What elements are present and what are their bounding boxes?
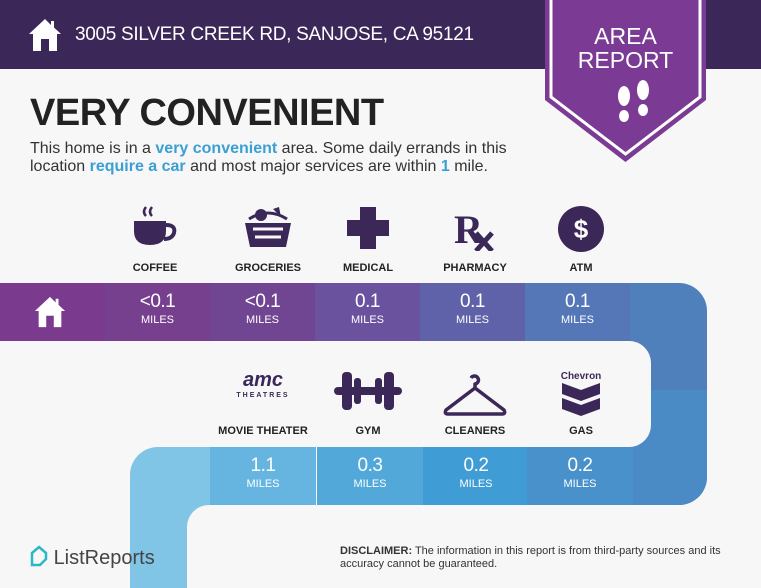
coffee-cup-icon (120, 205, 190, 255)
desc-text: mile. (449, 158, 488, 175)
distance-cell: 0.3 MILES (317, 447, 423, 505)
dollar-icon: $ (546, 205, 616, 255)
distance-cell: 1.1 MILES (210, 447, 316, 505)
category-label: MEDICAL (342, 262, 394, 274)
badge-line1: AREA (594, 23, 657, 49)
distance-value: 0.1 (460, 291, 485, 312)
distance-cell: 0.1 MILES (315, 283, 420, 341)
house-icon (34, 296, 66, 328)
amc-theatres-logo: amc THEATRES (228, 369, 298, 420)
distance-unit: MILES (560, 314, 594, 326)
svg-text:$: $ (574, 214, 589, 244)
distance-value: 0.3 (357, 455, 383, 476)
distance-unit: MILES (459, 478, 493, 490)
category-label: COFFEE (132, 262, 178, 274)
distance-unit: MILES (245, 314, 279, 326)
category-label: GAS (569, 425, 593, 437)
distance-value: 0.2 (567, 455, 593, 476)
desc-highlight: 1 (440, 158, 450, 175)
distance-cell: 0.2 MILES (423, 447, 529, 505)
desc-text: This home is in a (30, 140, 156, 157)
distance-unit: MILES (246, 478, 280, 490)
desc-text: and most major services are within (185, 158, 441, 175)
category-label: MOVIE THEATER (218, 425, 308, 437)
distance-value: 0.1 (565, 291, 590, 312)
distance-cell: 0.1 MILES (420, 283, 525, 341)
distance-unit: MILES (563, 478, 597, 490)
distance-unit: MILES (455, 314, 489, 326)
desc-highlight: very convenient (155, 140, 278, 157)
distance-value: 0.1 (355, 291, 380, 312)
logo-text: ListReports (53, 547, 155, 569)
dumbbell-icon (333, 370, 403, 420)
distance-cell: <0.1 MILES (210, 283, 315, 341)
distance-value: <0.1 (244, 291, 281, 312)
disclaimer-text: The information in this report is from t… (340, 545, 721, 570)
category-label: PHARMACY (443, 262, 507, 274)
property-address: 3005 SILVER CREEK RD, SANJOSE, CA 95121 (75, 24, 474, 45)
distance-value: 0.2 (463, 455, 489, 476)
page-title: VERY CONVENIENT (30, 92, 384, 134)
distance-value: <0.1 (139, 291, 176, 312)
listreports-logo: ListReports (30, 545, 155, 570)
category-label: ATM (569, 262, 593, 274)
desc-highlight: require a car (89, 158, 186, 175)
svg-text:THEATRES: THEATRES (236, 392, 289, 399)
house-icon (29, 19, 61, 51)
medical-cross-icon (333, 205, 403, 255)
disclaimer-label: DISCLAIMER: (340, 545, 413, 557)
footprints-icon (618, 80, 649, 122)
svg-text:Chevron: Chevron (561, 371, 602, 382)
listreports-icon (30, 545, 48, 567)
disclaimer: DISCLAIMER: The information in this repo… (340, 545, 740, 571)
path-inner-corner (187, 505, 217, 588)
badge-line2: REPORT (577, 47, 674, 73)
category-label: GROCERIES (234, 262, 301, 274)
distance-cell: 0.1 MILES (525, 283, 630, 341)
chevron-logo: Chevron (546, 370, 616, 420)
grocery-basket-icon (233, 205, 303, 255)
distance-cell: 0.2 MILES (527, 447, 633, 505)
distance-unit: MILES (140, 314, 174, 326)
category-label: CLEANERS (444, 425, 506, 437)
badge-title: AREA REPORT (545, 24, 706, 72)
area-report-badge (545, 0, 706, 162)
category-label: GYM (355, 425, 381, 437)
svg-text:amc: amc (243, 370, 283, 391)
distance-cell: <0.1 MILES (105, 283, 210, 341)
desc-text: area. Some daily errands in this locatio… (30, 140, 507, 175)
distance-value: 1.1 (250, 455, 276, 476)
distance-unit: MILES (350, 314, 384, 326)
distance-unit: MILES (353, 478, 387, 490)
hanger-icon (440, 370, 510, 420)
rx-icon: R (440, 205, 510, 255)
description: This home is in a very convenient area. … (30, 140, 550, 176)
